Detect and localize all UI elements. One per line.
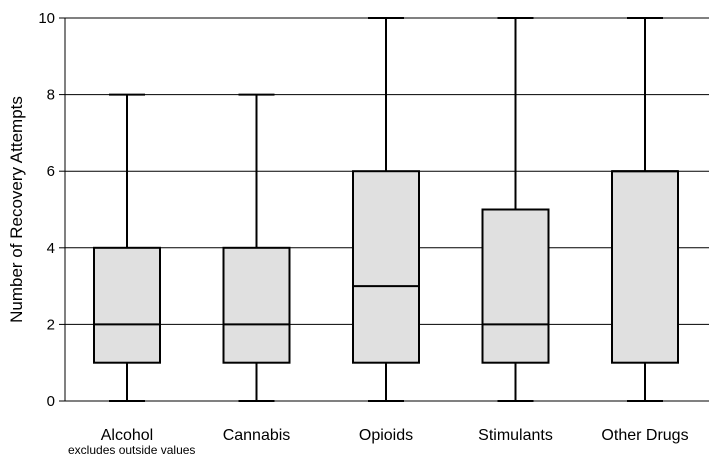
y-tick-label-4: 4 xyxy=(47,240,55,257)
y-tick-label-10: 10 xyxy=(38,10,55,27)
y-axis-label: Number of Recovery Attempts xyxy=(7,96,26,323)
y-tick-label-2: 2 xyxy=(47,316,55,333)
box-alcohol xyxy=(93,93,161,402)
x-tick-label-stimulants: Stimulants xyxy=(478,427,553,444)
y-tick-label-8: 8 xyxy=(47,87,55,104)
chart-note: excludes outside values xyxy=(68,443,196,457)
box-other-drugs xyxy=(611,17,679,402)
y-ticks: 0 2 4 6 8 10 xyxy=(38,10,65,410)
x-tick-label-alcohol: Alcohol xyxy=(101,427,153,444)
iqr-box xyxy=(93,246,161,364)
iqr-box xyxy=(352,170,420,364)
iqr-box xyxy=(611,170,679,364)
y-tick-label-0: 0 xyxy=(47,393,55,410)
boxes xyxy=(93,17,679,402)
x-tick-label-opioids: Opioids xyxy=(359,427,413,444)
x-tick-labels: Alcohol Cannabis Opioids Stimulants Other Dr… xyxy=(101,427,689,444)
y-tick-label-6: 6 xyxy=(47,163,55,180)
box-opioids xyxy=(352,17,420,402)
box-cannabis xyxy=(222,93,291,402)
x-tick-label-other-drugs: Other Drugs xyxy=(601,427,688,444)
iqr-box xyxy=(481,208,550,364)
iqr-box xyxy=(222,246,291,364)
box-stimulants xyxy=(481,17,550,402)
x-tick-label-cannabis: Cannabis xyxy=(223,427,291,444)
